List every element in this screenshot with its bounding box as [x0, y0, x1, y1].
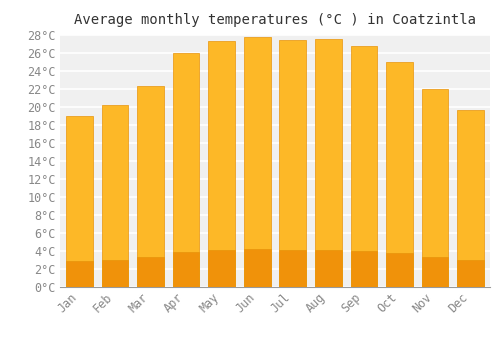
- Bar: [457, 260, 484, 287]
- Bar: [138, 257, 164, 287]
- Bar: [422, 89, 448, 287]
- Bar: [138, 86, 164, 287]
- Bar: [208, 250, 235, 287]
- Bar: [457, 110, 484, 287]
- Bar: [315, 38, 342, 287]
- Bar: [350, 251, 377, 287]
- Bar: [280, 250, 306, 287]
- Bar: [173, 53, 200, 287]
- Bar: [102, 260, 128, 287]
- Bar: [422, 257, 448, 287]
- Bar: [66, 261, 93, 287]
- Bar: [280, 40, 306, 287]
- Bar: [102, 105, 128, 287]
- Bar: [244, 250, 270, 287]
- Bar: [386, 253, 412, 287]
- Bar: [66, 116, 93, 287]
- Bar: [315, 250, 342, 287]
- Bar: [173, 252, 200, 287]
- Bar: [244, 37, 270, 287]
- Bar: [386, 62, 412, 287]
- Bar: [350, 46, 377, 287]
- Bar: [208, 41, 235, 287]
- Title: Average monthly temperatures (°C ) in Coatzintla: Average monthly temperatures (°C ) in Co…: [74, 13, 476, 27]
